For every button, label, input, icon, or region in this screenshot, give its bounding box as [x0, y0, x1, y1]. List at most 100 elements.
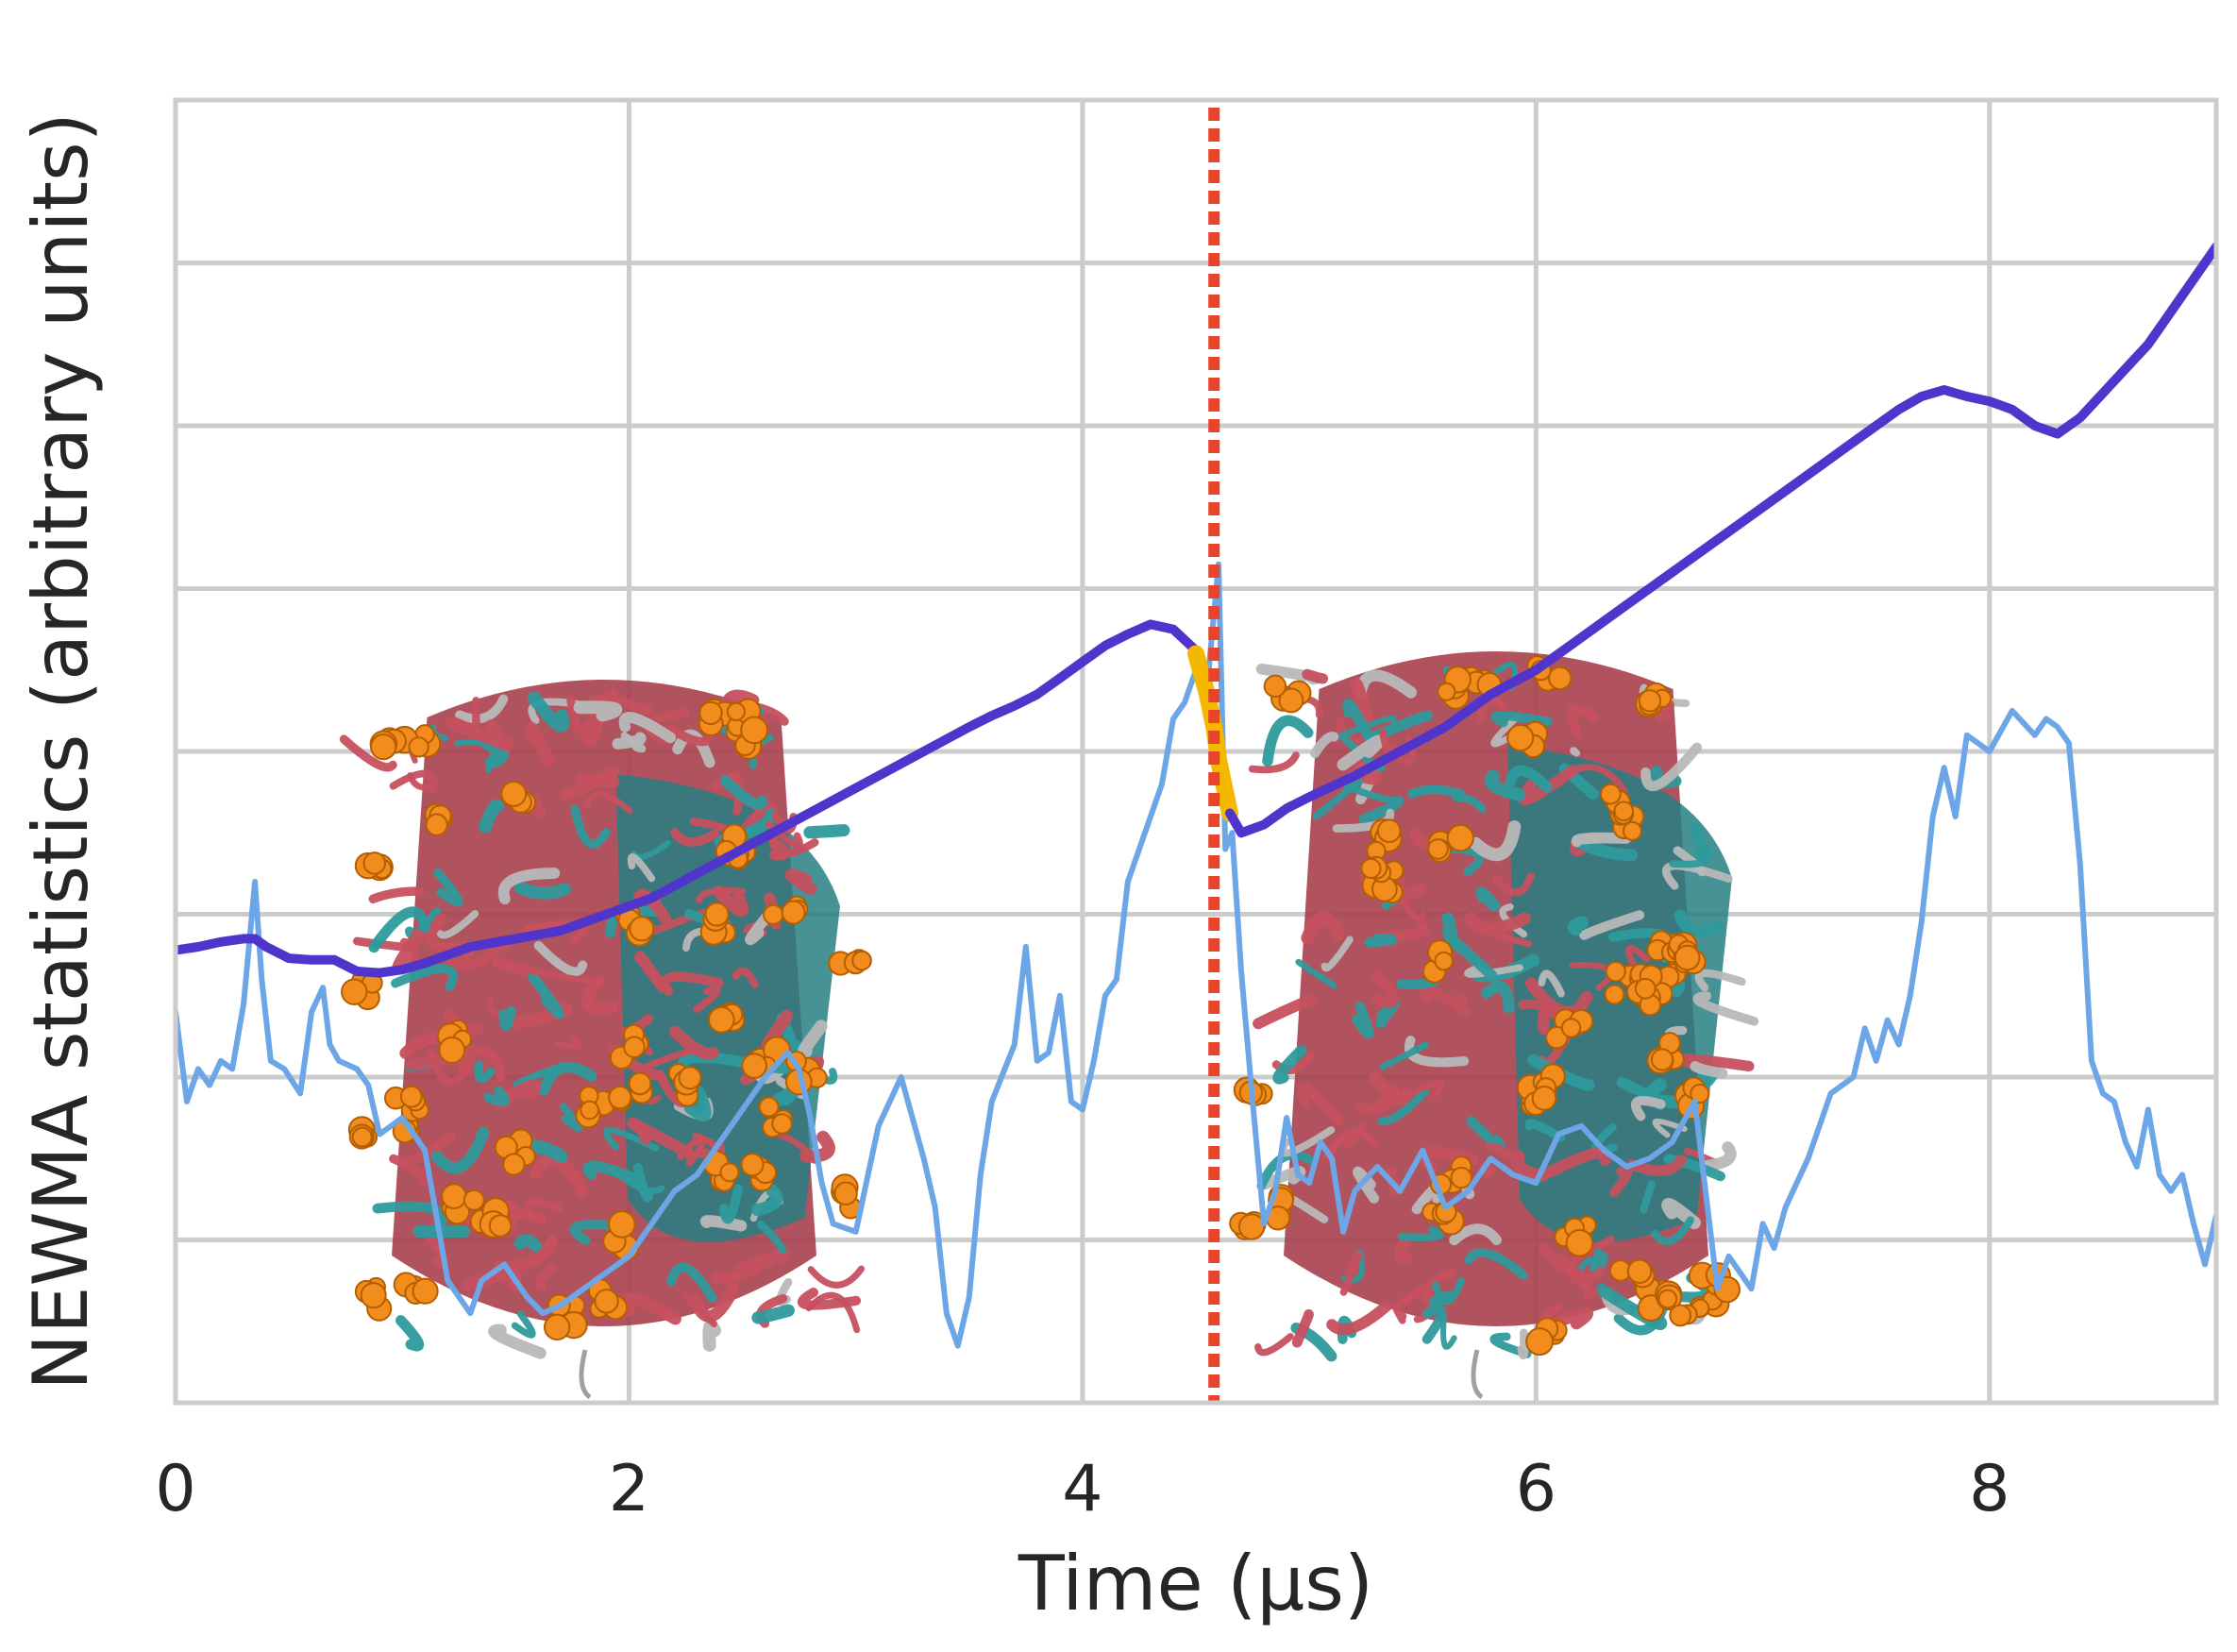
protein-ribbon: [535, 1264, 557, 1290]
protein-ribbon: [1571, 832, 1632, 848]
protein-ribbon: [1574, 1256, 1597, 1276]
protein-ribbon: [1499, 903, 1528, 938]
protein-ribbon: [784, 868, 817, 896]
glycan-bead: [463, 1188, 485, 1211]
protein-ribbon: [474, 1060, 496, 1084]
protein-ribbon: [488, 1323, 547, 1359]
glycan-bead: [1565, 1229, 1594, 1257]
protein-ribbon: [497, 868, 561, 905]
protein-ribbon: [1663, 1154, 1725, 1182]
protein-ribbon: [683, 1086, 712, 1122]
protein-ribbon: [1490, 714, 1521, 748]
protein-ribbon: [666, 1262, 717, 1303]
glycan-bead: [502, 1153, 526, 1176]
protein-ribbon: [1505, 765, 1553, 794]
protein-ribbon: [797, 1020, 828, 1059]
protein-ribbon: [618, 712, 677, 744]
protein-ribbon: [1650, 1216, 1694, 1246]
protein-ribbon: [1295, 958, 1337, 989]
protein-ribbon: [412, 1224, 470, 1239]
protein-ribbon: [389, 1154, 428, 1187]
glycan-bead: [1427, 838, 1449, 860]
protein-ribbon: [688, 1283, 740, 1323]
glycan-bead: [1376, 818, 1402, 844]
protein-ribbon: [1253, 993, 1318, 1030]
x-tick-labels: 0 2 4 6 8: [155, 1452, 2010, 1526]
protein-ribbon: [1690, 1061, 1728, 1079]
protein-ribbon: [1481, 981, 1515, 1014]
protein-ribbon: [1464, 963, 1523, 978]
protein-ribbon: [1448, 936, 1497, 981]
glycan-bead: [438, 1036, 466, 1064]
glycan-bead: [1634, 977, 1657, 1000]
y-axis-label: NEWMA statistics (arbitrary units): [17, 112, 105, 1391]
protein-ribbon: [498, 1005, 516, 1032]
protein-ribbon: [632, 1163, 653, 1203]
protein-ribbon: [612, 732, 647, 750]
protein-ribbon: [390, 964, 458, 992]
glycan-bead: [726, 701, 746, 721]
glycan-bead: [1622, 820, 1642, 841]
glycan-bead: [1604, 984, 1625, 1005]
protein-ribbon: [1339, 780, 1399, 804]
protein-ribbon: [1326, 1300, 1392, 1336]
protein-ribbon: [1377, 1087, 1429, 1125]
protein-ribbon: [1256, 1150, 1319, 1190]
protein-ribbon: [720, 775, 768, 810]
glycan-bead: [763, 903, 784, 926]
protein-ribbon: [702, 1319, 721, 1352]
protein-ribbon: [1566, 704, 1600, 738]
series-layer: [176, 242, 2216, 1349]
glycan-bead: [1638, 689, 1662, 713]
protein-ribbon: [1484, 769, 1526, 801]
glycan-bead: [781, 900, 806, 925]
protein-ribbon: [1342, 715, 1397, 737]
protein-ribbon: [1527, 1054, 1595, 1091]
protein-ribbon: [627, 852, 656, 883]
protein-ribbon: [1254, 1333, 1294, 1357]
protein-ribbon: [1631, 1095, 1666, 1121]
glycan-bead: [1545, 1025, 1569, 1050]
protein-ribbon: [1309, 732, 1339, 759]
protein-ribbon: [582, 1160, 645, 1187]
glycan-bead: [351, 1126, 373, 1148]
protein-ribbon: [1272, 1044, 1307, 1085]
glycan-bead: [1690, 1083, 1710, 1104]
glycan-bead: [607, 1210, 636, 1239]
glycan-bead: [1599, 783, 1622, 805]
protein-ribbon: [711, 1253, 776, 1284]
glycan-bead: [719, 1162, 740, 1183]
protein-ribbon: [769, 1086, 799, 1108]
glycan-bead: [441, 1183, 467, 1209]
protein-ribbon: [1453, 994, 1468, 1007]
protein-ribbon: [1358, 795, 1404, 825]
protein-ribbon: [1339, 1251, 1363, 1296]
protein-ribbon: [1421, 1305, 1447, 1344]
protein-ribbon: [751, 1304, 795, 1324]
glycan-bead: [1278, 687, 1304, 714]
glycan-bead: [580, 1100, 600, 1121]
protein-ribbon: [436, 910, 479, 939]
glycan-bead: [740, 716, 768, 745]
glycan-bead: [1437, 682, 1456, 701]
protein-ribbon: [513, 1234, 543, 1253]
protein-ribbon: [1322, 1128, 1379, 1162]
x-tick-label: 6: [1516, 1452, 1556, 1526]
protein-ribbon: [1320, 936, 1354, 972]
glycan-bead: [500, 780, 528, 807]
protein-ribbon: [1397, 1225, 1444, 1241]
protein-ribbon: [598, 688, 619, 704]
protein-ribbon: [1492, 872, 1536, 897]
protein-ribbon: [479, 799, 505, 834]
protein-ribbon: [573, 700, 623, 722]
protein-ribbon: [1518, 765, 1578, 805]
protein-ribbon: [492, 957, 535, 977]
protein-ribbon: [1567, 916, 1589, 936]
protein-stalk: [1471, 1349, 1484, 1400]
glycan-bead: [628, 1071, 652, 1096]
protein-ribbon: [632, 1121, 652, 1145]
protein-ribbon: [1625, 945, 1651, 969]
glycan-bead: [608, 1085, 632, 1110]
protein-ribbon: [1640, 1180, 1656, 1214]
glycan-bead: [1237, 1213, 1266, 1240]
